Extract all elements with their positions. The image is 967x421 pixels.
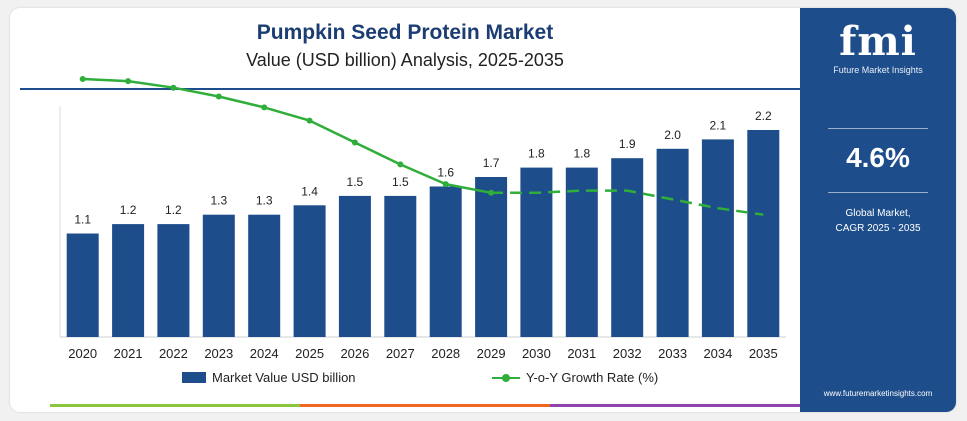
data-label-2022: 1.2 <box>165 203 182 217</box>
growth-point-2028 <box>442 181 449 188</box>
bar-2030 <box>520 167 553 337</box>
bar-2031 <box>565 167 598 337</box>
x-tick-2034: 2034 <box>703 346 732 361</box>
growth-point-2023 <box>215 93 222 100</box>
bar-2023 <box>202 214 235 337</box>
growth-line-dashed <box>491 189 764 216</box>
data-label-2020: 1.1 <box>74 213 91 227</box>
x-tick-2030: 2030 <box>522 346 551 361</box>
title-divider <box>20 88 800 90</box>
bar-2029 <box>475 177 508 337</box>
bar-2034 <box>701 139 734 337</box>
legend-item-market-value: Market Value USD billion <box>182 370 356 385</box>
data-label-2024: 1.3 <box>256 194 273 208</box>
bar-2035 <box>747 130 780 337</box>
cagr-label-line2: CAGR 2025 - 2035 <box>835 223 921 234</box>
x-tick-2028: 2028 <box>431 346 460 361</box>
growth-point-2026 <box>351 139 358 146</box>
x-tick-2029: 2029 <box>477 346 506 361</box>
legend-item-growth-rate: Y-o-Y Growth Rate (%) <box>492 370 658 385</box>
data-label-2023: 1.3 <box>210 194 227 208</box>
cagr-label: Global Market, CAGR 2025 - 2035 <box>800 206 956 236</box>
side-panel: fmi Future Market Insights 4.6% Global M… <box>800 8 956 412</box>
legend-line-swatch <box>492 372 520 383</box>
chart-legend: Market Value USD billion Y-o-Y Growth Ra… <box>10 370 800 390</box>
growth-point-2020 <box>79 76 86 82</box>
cagr-label-line1: Global Market, <box>845 208 911 219</box>
bar-2021 <box>112 224 145 337</box>
logo-mark: fmi <box>839 18 917 65</box>
growth-point-2024 <box>261 104 268 111</box>
data-label-2035: 2.2 <box>755 109 772 123</box>
growth-point-2022 <box>170 84 177 91</box>
data-label-2025: 1.4 <box>301 184 318 198</box>
data-label-2034: 2.1 <box>710 118 727 132</box>
bottom-color-stripe <box>50 404 800 407</box>
bar-2025 <box>293 205 326 337</box>
x-tick-2033: 2033 <box>658 346 687 361</box>
data-label-2033: 2.0 <box>664 128 681 142</box>
x-tick-2032: 2032 <box>613 346 642 361</box>
data-label-2029: 1.7 <box>483 156 500 170</box>
growth-line-solid <box>82 77 492 195</box>
data-label-2030: 1.8 <box>528 147 545 161</box>
x-tick-2024: 2024 <box>250 346 279 361</box>
bar-2032 <box>611 158 644 337</box>
data-label-2021: 1.2 <box>120 203 137 217</box>
x-tick-2023: 2023 <box>204 346 233 361</box>
panel-divider-top <box>828 128 928 129</box>
growth-point-2021 <box>125 78 132 85</box>
website-link[interactable]: www.futuremarketinsights.com <box>823 389 933 398</box>
x-tick-2027: 2027 <box>386 346 415 361</box>
x-tick-2020: 2020 <box>68 346 97 361</box>
growth-point-2027 <box>397 161 404 168</box>
bar-2022 <box>157 224 190 337</box>
bar-2033 <box>656 148 689 337</box>
chart-card: Pumpkin Seed Protein Market Value (USD b… <box>10 8 956 412</box>
chart-area: Pumpkin Seed Protein Market Value (USD b… <box>10 8 800 412</box>
bar-2026 <box>338 195 371 337</box>
data-label-2028: 1.6 <box>437 166 454 180</box>
x-tick-2031: 2031 <box>567 346 596 361</box>
x-tick-2026: 2026 <box>340 346 369 361</box>
legend-bar-label: Market Value USD billion <box>212 370 356 385</box>
data-label-2026: 1.5 <box>347 175 364 189</box>
data-label-2027: 1.5 <box>392 175 409 189</box>
fmi-logo: fmi Future Market Insights <box>800 18 956 76</box>
panel-divider-bottom <box>828 192 928 193</box>
bar-2024 <box>248 214 281 337</box>
bar-2020 <box>66 233 99 337</box>
x-tick-2025: 2025 <box>295 346 324 361</box>
x-tick-2021: 2021 <box>114 346 143 361</box>
x-tick-2035: 2035 <box>749 346 778 361</box>
growth-point-2029 <box>488 189 495 196</box>
legend-line-label: Y-o-Y Growth Rate (%) <box>526 370 659 385</box>
data-label-2032: 1.9 <box>619 137 636 151</box>
bar-line-chart: 1.1 2020 1.2 2021 1.2 2022 1.3 2023 1.3 2024 1.4 20… <box>59 76 786 361</box>
x-tick-2022: 2022 <box>159 346 188 361</box>
chart-title: Pumpkin Seed Protein Market <box>256 21 554 44</box>
bar-2028 <box>429 186 462 337</box>
growth-point-2025 <box>306 117 313 124</box>
bar-2027 <box>384 195 417 337</box>
chart-subtitle: Value (USD billion) Analysis, 2025-2035 <box>246 50 564 70</box>
logo-subtitle: Future Market Insights <box>833 65 923 75</box>
legend-bar-swatch <box>182 372 206 383</box>
cagr-value: 4.6% <box>846 142 910 173</box>
data-label-2031: 1.8 <box>573 147 590 161</box>
